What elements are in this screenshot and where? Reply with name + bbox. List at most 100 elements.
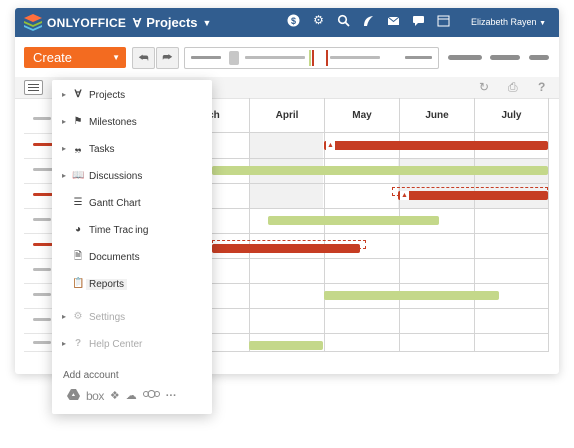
task-row[interactable]	[33, 293, 51, 296]
account-providers: box ❖ ☁ ···	[67, 388, 177, 403]
toolbar-placeholder[interactable]	[448, 55, 482, 60]
slider-track	[245, 56, 305, 59]
menu-item-documents[interactable]: 🗎 Documents	[52, 247, 212, 269]
chevron-down-icon: ▼	[202, 17, 212, 28]
gantt-icon: ☰	[73, 197, 83, 208]
arrow-up-icon: ▲	[326, 141, 335, 150]
menu-item-settings[interactable]: ▸ ⚙ Settings	[52, 307, 212, 329]
module-title: Projects	[146, 15, 198, 30]
undo-icon: ⮪	[138, 52, 149, 64]
reports-icon: 📋	[72, 278, 85, 289]
chevron-right-icon[interactable]: ▸	[62, 312, 67, 321]
menu-icon[interactable]	[24, 80, 43, 95]
onedrive-icon[interactable]: ☁	[125, 390, 137, 402]
projects-icon: Ɐ	[74, 89, 82, 100]
task-row[interactable]	[33, 341, 51, 344]
projects-module-icon: Ɐ	[133, 15, 142, 30]
module-switcher[interactable]: Ɐ Projects ▼	[133, 15, 211, 30]
settings-icon: ⚙	[73, 311, 83, 322]
slider-handle[interactable]	[229, 51, 239, 65]
timeline-marker	[309, 50, 311, 66]
onlyoffice-logo-icon[interactable]	[24, 14, 42, 31]
task-bar[interactable]	[212, 166, 548, 175]
task-row[interactable]	[33, 193, 53, 196]
menu-item-reports[interactable]: 📋 Reports	[52, 274, 212, 296]
dropbox-icon[interactable]: ❖	[109, 390, 120, 402]
calendar-icon[interactable]	[437, 14, 450, 27]
time-tracking-icon: ◕	[74, 224, 82, 235]
gear-icon[interactable]: ⚙	[313, 13, 324, 27]
month-header: June	[399, 98, 474, 133]
task-row[interactable]	[33, 117, 51, 120]
menu-item-discussions[interactable]: ▸ 📖 Discussions	[52, 166, 212, 188]
arrow-up-icon: ▲	[400, 191, 409, 200]
task-row[interactable]	[33, 218, 51, 221]
redo-button[interactable]: ⮫	[156, 47, 179, 69]
menu-item-time-tracking[interactable]: ◕ Time Trac ing	[52, 220, 212, 242]
more-icon[interactable]: ···	[165, 389, 177, 402]
menu-item-projects[interactable]: ▸ Ɐ Projects	[52, 85, 212, 107]
google-drive-icon[interactable]	[67, 388, 80, 403]
menu-item-label: Documents	[89, 252, 140, 263]
menu-item-label: Gantt Chart	[89, 198, 141, 209]
help-icon[interactable]: ?	[538, 80, 546, 94]
menu-item-gantt-chart[interactable]: ☰ Gantt Chart	[52, 193, 212, 215]
header-icons: $ ⚙	[287, 14, 450, 27]
chevron-right-icon[interactable]: ▸	[62, 117, 67, 126]
brand-name[interactable]: ONLYOFFICE	[47, 16, 127, 30]
mail-icon[interactable]	[387, 14, 400, 27]
toolbar: Create ▼ ⮪ ⮫	[15, 37, 559, 77]
menu-item-tasks[interactable]: ▸ ❠ Tasks	[52, 139, 212, 161]
task-bar[interactable]	[249, 341, 323, 350]
add-account-label: Add account	[63, 370, 119, 381]
month-header: April	[249, 98, 324, 133]
documents-icon: 🗎	[73, 251, 83, 262]
milestone-bar[interactable]	[398, 191, 548, 200]
task-row[interactable]	[33, 168, 53, 171]
timeline-zoom-slider[interactable]	[184, 47, 439, 69]
discussions-icon: 📖	[72, 170, 85, 181]
create-button[interactable]: Create ▼	[24, 47, 126, 68]
menu-item-label: Projects	[89, 90, 126, 101]
menu-item-label: Time Trac ing	[89, 225, 149, 236]
user-name: Elizabeth Rayen	[471, 17, 537, 27]
navigation-menu: ▸ Ɐ Projects ▸ ⚑ Milestones ▸ ❠ Tasks ▸ …	[52, 80, 212, 414]
chevron-down-icon: ▼	[112, 53, 120, 62]
menu-item-label: Help Center	[89, 339, 143, 350]
slider-track	[405, 56, 432, 59]
help-icon: ?	[74, 338, 82, 349]
dollar-icon[interactable]: $	[287, 14, 300, 27]
menu-item-label: Reports	[86, 279, 128, 290]
gantt-chart: rch April May June July ▲ ▲	[24, 98, 549, 352]
refresh-icon[interactable]: ↻	[479, 80, 490, 94]
chevron-down-icon: ▼	[539, 20, 546, 27]
search-icon[interactable]	[337, 14, 350, 27]
task-row[interactable]	[33, 268, 51, 271]
menu-item-help-center[interactable]: ▸ ? Help Center	[52, 334, 212, 356]
task-bar[interactable]	[268, 216, 439, 225]
user-menu[interactable]: Elizabeth Rayen ▼	[471, 17, 546, 27]
task-bar[interactable]	[324, 291, 499, 300]
box-icon[interactable]: box	[86, 388, 104, 403]
owncloud-icon[interactable]	[142, 389, 160, 402]
timeline-marker	[312, 50, 314, 66]
flag-icon: ⚑	[73, 116, 83, 127]
feed-icon[interactable]	[362, 14, 375, 27]
toolbar-placeholder[interactable]	[490, 55, 520, 60]
task-row[interactable]	[33, 243, 53, 246]
chat-icon[interactable]	[412, 14, 425, 27]
menu-item-label: Milestones	[89, 117, 137, 128]
task-row[interactable]	[33, 318, 51, 321]
chevron-right-icon[interactable]: ▸	[62, 144, 67, 153]
undo-button[interactable]: ⮪	[132, 47, 155, 69]
chevron-right-icon[interactable]: ▸	[62, 339, 67, 348]
chevron-right-icon[interactable]: ▸	[62, 90, 67, 99]
menu-item-label: Discussions	[89, 171, 143, 182]
menu-item-milestones[interactable]: ▸ ⚑ Milestones	[52, 112, 212, 134]
print-icon[interactable]: ⎙	[508, 80, 518, 94]
toolbar-placeholder[interactable]	[529, 55, 549, 60]
milestone-bar[interactable]	[324, 141, 548, 150]
chevron-right-icon[interactable]: ▸	[62, 171, 67, 180]
task-row[interactable]	[33, 143, 53, 146]
milestone-bar[interactable]	[212, 244, 360, 253]
